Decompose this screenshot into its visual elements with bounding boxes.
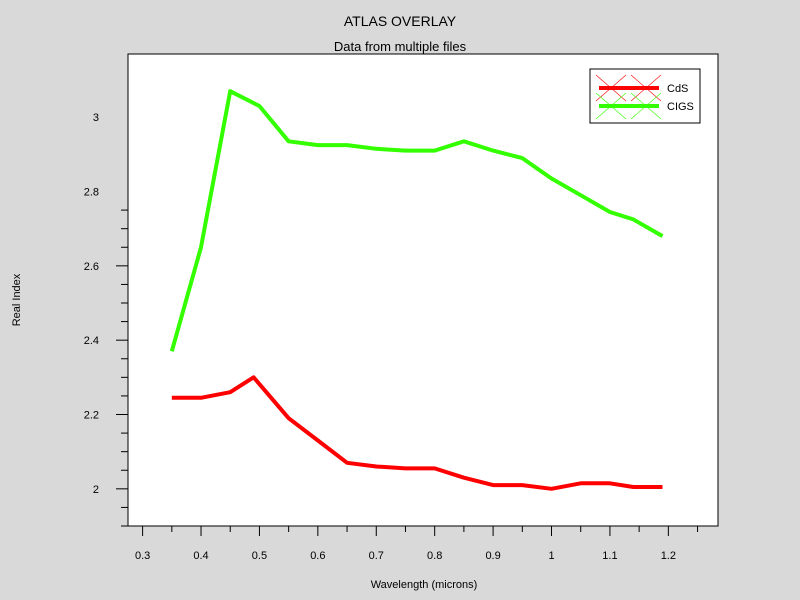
plot-area [127, 53, 719, 527]
legend-label: CIGS [667, 101, 694, 113]
y-axis-ticks: 2 2.2 2.4 2.6 2.8 3 [84, 112, 128, 527]
y-tick-label: 2.4 [84, 335, 99, 347]
chart-title: ATLAS OVERLAY [344, 13, 457, 29]
legend-label: CdS [667, 83, 688, 95]
y-tick-label: 3 [93, 112, 99, 124]
legend-box [589, 68, 701, 124]
x-axis-ticks: 0.3 0.4 0.5 0.6 0.7 0.8 0.9 1 1.1 1.2 [135, 526, 699, 562]
series-line-cigs [169, 89, 664, 352]
x-axis-label: Wavelength (microns) [371, 579, 478, 591]
chart-subtitle: Data from multiple files [334, 39, 467, 54]
y-axis-label: Real Index [11, 273, 23, 326]
x-tick-label: 1.1 [602, 550, 617, 562]
y-tick-label: 2.2 [84, 410, 99, 422]
x-tick-label: 1 [548, 550, 554, 562]
x-tick-label: 0.5 [252, 550, 267, 562]
x-tick-label: 1.2 [661, 550, 676, 562]
x-tick-label: 0.4 [193, 550, 208, 562]
x-tick-label: 0.8 [427, 550, 442, 562]
series-line-cds [171, 375, 663, 491]
x-tick-label: 0.9 [485, 550, 500, 562]
y-tick-label: 2.8 [84, 187, 99, 199]
y-tick-label: 2 [93, 484, 99, 496]
legend: CdS CIGS [589, 68, 701, 124]
legend-entry-cds: CdS [595, 74, 688, 102]
x-tick-label: 0.7 [369, 550, 384, 562]
x-tick-label: 0.6 [310, 550, 325, 562]
y-tick-label: 2.6 [84, 261, 99, 273]
x-tick-label: 0.3 [135, 550, 150, 562]
legend-entry-cigs: CIGS [595, 92, 694, 120]
series-lines [169, 89, 664, 491]
legend-items: CdS CIGS [595, 74, 694, 120]
